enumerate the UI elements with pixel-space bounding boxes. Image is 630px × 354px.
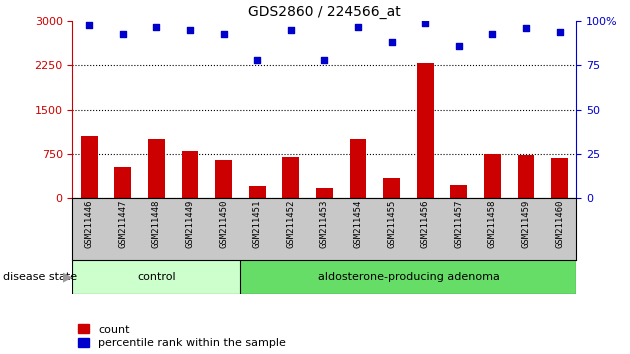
Point <box>488 31 498 36</box>
Bar <box>115 167 131 198</box>
Text: ▶: ▶ <box>63 270 73 284</box>
Point <box>420 20 430 26</box>
Legend: count, percentile rank within the sample: count, percentile rank within the sample <box>78 324 286 348</box>
Text: GSM211452: GSM211452 <box>287 200 295 249</box>
Bar <box>417 63 433 198</box>
Text: GSM211457: GSM211457 <box>454 200 463 249</box>
Bar <box>518 155 534 198</box>
Text: disease state: disease state <box>3 272 77 282</box>
Bar <box>282 157 299 198</box>
Bar <box>72 260 241 294</box>
Bar <box>316 188 333 198</box>
Point <box>185 27 195 33</box>
Bar <box>350 139 367 198</box>
Text: GSM211446: GSM211446 <box>85 200 94 249</box>
Point <box>387 40 397 45</box>
Bar <box>241 260 576 294</box>
Text: GSM211450: GSM211450 <box>219 200 228 249</box>
Bar <box>551 158 568 198</box>
Title: GDS2860 / 224566_at: GDS2860 / 224566_at <box>248 5 401 19</box>
Bar <box>450 185 467 198</box>
Text: control: control <box>137 272 176 282</box>
Bar <box>81 136 98 198</box>
Text: GSM211448: GSM211448 <box>152 200 161 249</box>
Point <box>521 25 531 31</box>
Text: GSM211447: GSM211447 <box>118 200 127 249</box>
Text: GSM211459: GSM211459 <box>522 200 530 249</box>
Point <box>219 31 229 36</box>
Bar <box>215 160 232 198</box>
Text: aldosterone-producing adenoma: aldosterone-producing adenoma <box>318 272 500 282</box>
Text: GSM211456: GSM211456 <box>421 200 430 249</box>
Point <box>319 57 329 63</box>
Text: GSM211451: GSM211451 <box>253 200 261 249</box>
Point <box>554 29 564 35</box>
Bar <box>249 187 266 198</box>
Point <box>252 57 262 63</box>
Text: GSM211458: GSM211458 <box>488 200 497 249</box>
Bar <box>484 154 501 198</box>
Bar <box>181 151 198 198</box>
Text: GSM211455: GSM211455 <box>387 200 396 249</box>
Bar <box>383 178 400 198</box>
Text: GSM211454: GSM211454 <box>353 200 362 249</box>
Point <box>118 31 128 36</box>
Point <box>151 24 161 29</box>
Point <box>454 43 464 49</box>
Text: GSM211453: GSM211453 <box>320 200 329 249</box>
Point <box>353 24 363 29</box>
Bar <box>148 139 165 198</box>
Point <box>286 27 296 33</box>
Text: GSM211449: GSM211449 <box>186 200 195 249</box>
Text: GSM211460: GSM211460 <box>555 200 564 249</box>
Point <box>84 22 94 28</box>
